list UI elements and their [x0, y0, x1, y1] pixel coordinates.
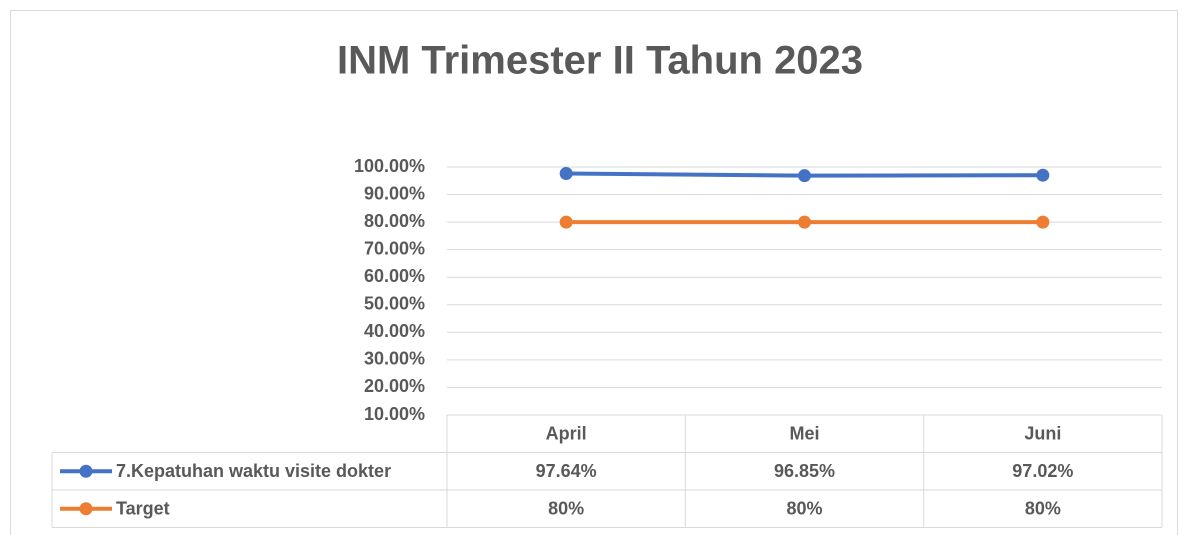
- marker: [1036, 168, 1050, 182]
- y-tick-label: 40.00%: [364, 321, 425, 341]
- y-tick-label: 20.00%: [364, 376, 425, 396]
- legend-label: Target: [116, 499, 170, 519]
- y-tick-label: 50.00%: [364, 294, 425, 314]
- chart-title: INM Trimester II Tahun 2023: [337, 39, 863, 83]
- legend-label: 7.Kepatuhan waktu visite dokter: [116, 461, 391, 481]
- x-tick-label: Juni: [1024, 424, 1061, 444]
- marker: [798, 215, 811, 229]
- y-tick-label: 30.00%: [364, 349, 425, 369]
- legend-key-marker: [79, 502, 93, 516]
- table-value: 96.85%: [774, 461, 835, 481]
- y-tick-label: 10.00%: [364, 404, 425, 424]
- y-tick-label: 80.00%: [364, 211, 425, 231]
- marker: [798, 169, 811, 183]
- table-value: 80%: [548, 499, 584, 519]
- y-tick-label: 90.00%: [364, 183, 425, 203]
- y-tick-label: 100.00%: [354, 156, 425, 176]
- x-tick-label: Mei: [789, 424, 819, 444]
- chart-frame: [10, 10, 1178, 535]
- marker: [559, 215, 573, 229]
- y-tick-label: 70.00%: [364, 238, 425, 258]
- marker: [559, 167, 573, 181]
- marker: [1036, 215, 1050, 229]
- legend-key-marker: [79, 464, 93, 478]
- table-value: 97.02%: [1012, 461, 1073, 481]
- x-tick-label: April: [546, 424, 587, 444]
- table-value: 80%: [786, 499, 822, 519]
- table-value: 80%: [1025, 499, 1061, 519]
- y-tick-label: 60.00%: [364, 266, 425, 286]
- table-value: 97.64%: [536, 461, 597, 481]
